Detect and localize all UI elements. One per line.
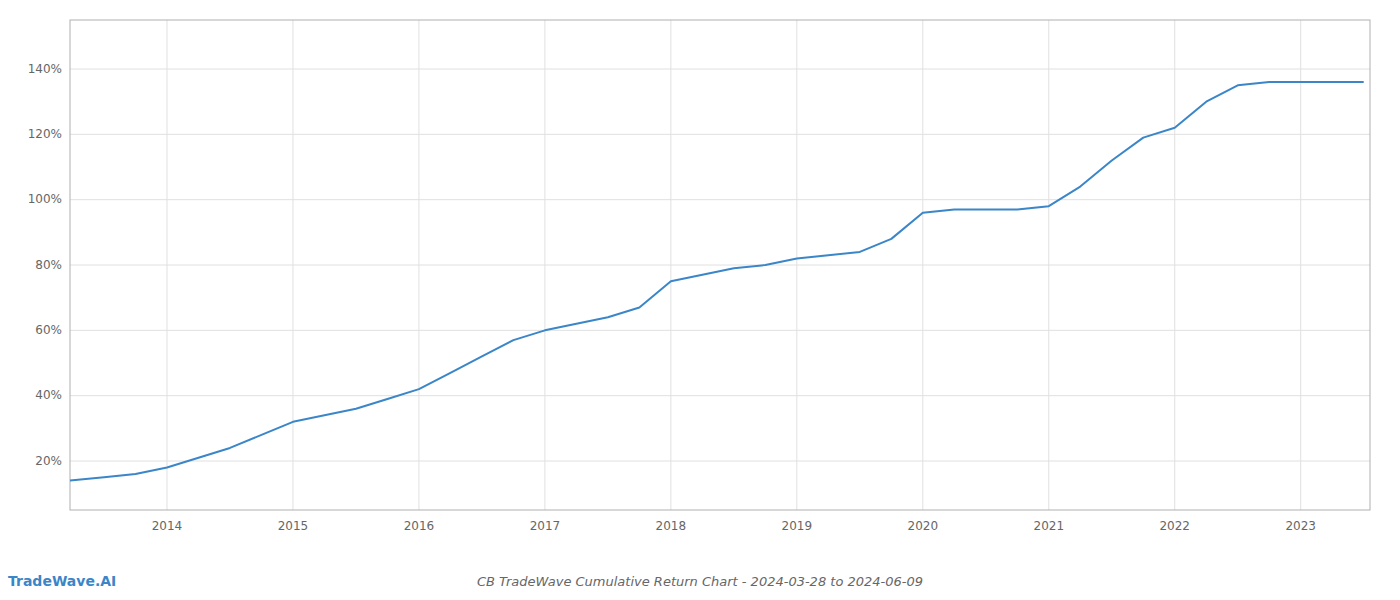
x-tick-label: 2019 <box>782 519 813 533</box>
x-grid-line <box>292 20 293 510</box>
x-grid-line <box>418 20 419 510</box>
x-grid-line <box>1048 20 1049 510</box>
watermark: TradeWave.AI <box>8 573 116 589</box>
x-grid-line <box>1300 20 1301 510</box>
x-tick-label: 2021 <box>1034 519 1065 533</box>
y-tick-label: 20% <box>35 454 62 468</box>
y-tick-label: 100% <box>28 192 62 206</box>
x-tick-label: 2022 <box>1159 519 1190 533</box>
x-tick-label: 2016 <box>404 519 435 533</box>
data-layer <box>70 82 1364 481</box>
grid <box>70 20 1370 510</box>
x-grid-line <box>796 20 797 510</box>
x-grid-line <box>670 20 671 510</box>
x-tick-label: 2020 <box>908 519 939 533</box>
x-tick-label: 2018 <box>656 519 687 533</box>
chart: 20% 40% 60% 80% 100% 120% 140% 2014 2015 2016 2017… <box>0 0 1400 600</box>
y-tick-label: 60% <box>35 323 62 337</box>
y-tick-label: 40% <box>35 388 62 402</box>
line <box>70 82 1364 481</box>
x-grid-line <box>166 20 167 510</box>
y-tick-label: 140% <box>28 62 62 76</box>
title: CB TradeWave Cumulative Return Chart - 2… <box>477 574 923 589</box>
x-grid-line <box>922 20 923 510</box>
y-tick-label: 120% <box>28 127 62 141</box>
axes: 20% 40% 60% 80% 100% 120% 140% 2014 2015 2016 2017… <box>28 20 1370 533</box>
y-tick-label: 80% <box>35 258 62 272</box>
x-tick-label: 2014 <box>152 519 183 533</box>
plot-frame <box>70 20 1370 510</box>
x-tick-label: 2017 <box>530 519 561 533</box>
x-tick-label: 2015 <box>278 519 309 533</box>
x-tick-label: 2023 <box>1285 519 1316 533</box>
x-grid-line <box>544 20 545 510</box>
x-grid-line <box>1174 20 1175 510</box>
